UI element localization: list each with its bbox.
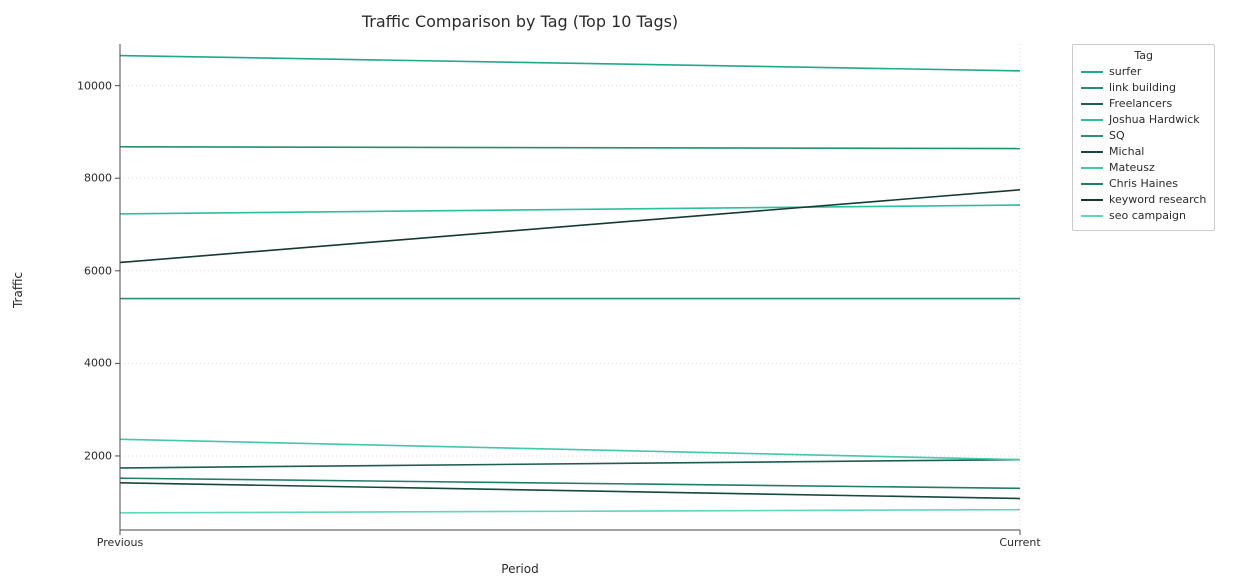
- legend-swatch: [1081, 135, 1103, 137]
- legend-item: seo campaign: [1081, 208, 1206, 224]
- legend-label: surfer: [1109, 64, 1141, 80]
- ytick-label: 10000: [77, 79, 112, 92]
- legend-item: keyword research: [1081, 192, 1206, 208]
- xtick-label: Current: [999, 536, 1040, 549]
- series-line: [120, 478, 1020, 488]
- legend-label: Joshua Hardwick: [1109, 112, 1200, 128]
- series-line: [120, 56, 1020, 71]
- legend: Tag surferlink buildingFreelancersJoshua…: [1072, 44, 1215, 231]
- legend-swatch: [1081, 103, 1103, 105]
- legend-swatch: [1081, 199, 1103, 201]
- legend-label: link building: [1109, 80, 1176, 96]
- ytick-label: 4000: [84, 357, 112, 370]
- legend-label: Chris Haines: [1109, 176, 1178, 192]
- series-line: [120, 205, 1020, 214]
- series-line: [120, 147, 1020, 149]
- legend-swatch: [1081, 215, 1103, 217]
- chart-plot: [0, 0, 1248, 582]
- legend-swatch: [1081, 71, 1103, 73]
- legend-item: SQ: [1081, 128, 1206, 144]
- legend-title: Tag: [1081, 49, 1206, 62]
- legend-swatch: [1081, 151, 1103, 153]
- legend-item: Freelancers: [1081, 96, 1206, 112]
- legend-item: Mateusz: [1081, 160, 1206, 176]
- legend-label: Mateusz: [1109, 160, 1155, 176]
- legend-swatch: [1081, 183, 1103, 185]
- legend-swatch: [1081, 167, 1103, 169]
- legend-item: link building: [1081, 80, 1206, 96]
- ytick-label: 2000: [84, 449, 112, 462]
- series-line: [120, 483, 1020, 499]
- xtick-label: Previous: [97, 536, 144, 549]
- legend-label: keyword research: [1109, 192, 1206, 208]
- legend-label: SQ: [1109, 128, 1125, 144]
- legend-swatch: [1081, 119, 1103, 121]
- series-line: [120, 439, 1020, 459]
- y-axis-label: Traffic: [11, 272, 25, 308]
- legend-item: Chris Haines: [1081, 176, 1206, 192]
- series-line: [120, 190, 1020, 263]
- series-line: [120, 460, 1020, 468]
- legend-swatch: [1081, 87, 1103, 89]
- series-line: [120, 510, 1020, 513]
- chart-title: Traffic Comparison by Tag (Top 10 Tags): [0, 12, 1040, 31]
- legend-item: Joshua Hardwick: [1081, 112, 1206, 128]
- ytick-label: 6000: [84, 264, 112, 277]
- legend-label: seo campaign: [1109, 208, 1186, 224]
- x-axis-label: Period: [0, 562, 1040, 576]
- legend-label: Michal: [1109, 144, 1144, 160]
- legend-label: Freelancers: [1109, 96, 1172, 112]
- ytick-label: 8000: [84, 172, 112, 185]
- legend-item: surfer: [1081, 64, 1206, 80]
- legend-item: Michal: [1081, 144, 1206, 160]
